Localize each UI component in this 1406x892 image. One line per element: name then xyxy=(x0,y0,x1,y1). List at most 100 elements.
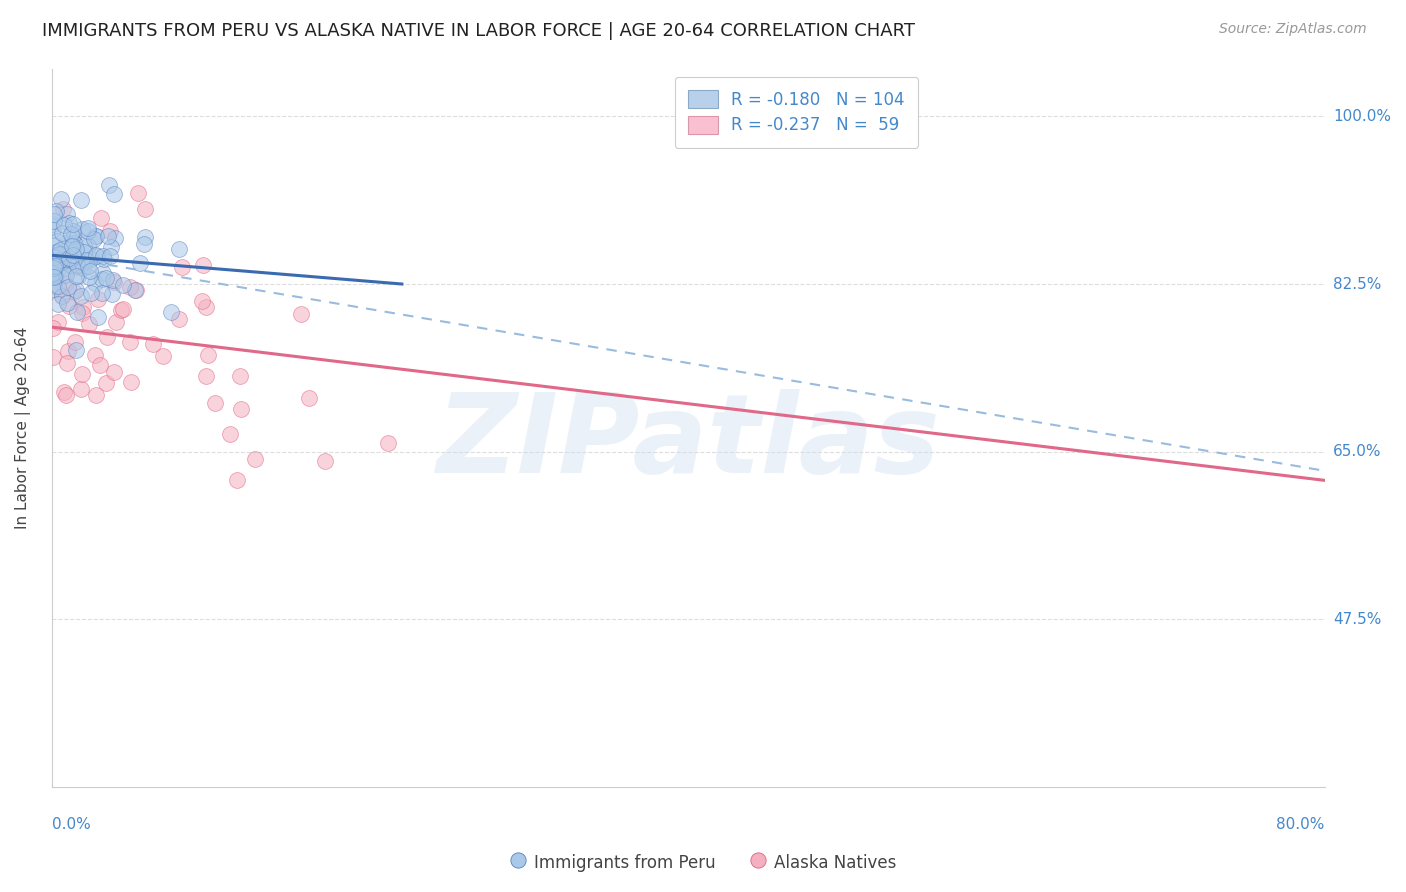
Point xyxy=(77,224,100,238)
Point xyxy=(100,249,122,263)
Point xyxy=(58,280,80,294)
Point xyxy=(90,211,112,225)
Point xyxy=(48,261,70,276)
Point xyxy=(63,237,86,252)
Point xyxy=(86,249,108,263)
Point xyxy=(101,287,124,301)
Point xyxy=(46,296,69,310)
Point xyxy=(84,348,107,362)
Point xyxy=(103,276,125,290)
Point xyxy=(63,335,86,350)
Point xyxy=(134,230,156,244)
Point xyxy=(195,300,218,314)
Legend: R = -0.180   N = 104, R = -0.237   N =  59: R = -0.180 N = 104, R = -0.237 N = 59 xyxy=(675,77,918,147)
Point xyxy=(42,261,65,276)
Point xyxy=(197,348,219,362)
Point xyxy=(66,258,89,272)
Legend: Immigrants from Peru, Alaska Natives: Immigrants from Peru, Alaska Natives xyxy=(503,846,903,880)
Text: 0.0%: 0.0% xyxy=(52,817,90,832)
Point xyxy=(73,244,96,259)
Point xyxy=(62,247,84,261)
Point xyxy=(42,257,65,271)
Point xyxy=(46,279,69,293)
Point xyxy=(51,226,73,240)
Point xyxy=(377,435,399,450)
Point xyxy=(53,218,76,232)
Point xyxy=(243,451,266,466)
Point xyxy=(225,474,247,488)
Point xyxy=(103,231,125,245)
Text: ZIPatlas: ZIPatlas xyxy=(436,389,941,496)
Point xyxy=(51,255,73,269)
Point xyxy=(44,250,66,264)
Point xyxy=(194,368,217,383)
Point xyxy=(93,252,115,267)
Point xyxy=(100,240,122,254)
Point xyxy=(55,268,77,282)
Point xyxy=(59,227,82,241)
Point xyxy=(298,391,321,405)
Point xyxy=(290,307,312,321)
Point xyxy=(65,343,87,358)
Point xyxy=(48,247,70,261)
Point xyxy=(55,235,77,250)
Point xyxy=(94,271,117,285)
Point xyxy=(53,277,76,291)
Point xyxy=(72,300,94,314)
Point xyxy=(170,260,193,274)
Point xyxy=(112,301,135,316)
Point xyxy=(41,259,63,273)
Point xyxy=(56,356,79,370)
Point xyxy=(49,243,72,257)
Point xyxy=(49,247,72,261)
Point xyxy=(191,293,214,308)
Point xyxy=(229,401,252,416)
Point xyxy=(42,223,65,237)
Point xyxy=(160,305,183,319)
Point xyxy=(72,306,94,320)
Point xyxy=(152,349,174,363)
Point xyxy=(65,242,87,256)
Point xyxy=(110,303,132,318)
Point xyxy=(79,264,101,278)
Point xyxy=(51,192,73,206)
Point xyxy=(59,258,82,272)
Point xyxy=(62,285,84,299)
Point xyxy=(89,359,111,373)
Point xyxy=(96,376,118,390)
Point xyxy=(48,253,70,268)
Point xyxy=(44,269,66,284)
Point xyxy=(44,268,66,283)
Point xyxy=(103,187,125,202)
Point xyxy=(53,385,76,400)
Point xyxy=(77,238,100,252)
Point xyxy=(80,285,103,300)
Point xyxy=(83,232,105,246)
Point xyxy=(52,202,75,217)
Point xyxy=(129,256,152,270)
Point xyxy=(86,310,108,324)
Point xyxy=(111,277,134,292)
Point xyxy=(60,239,83,253)
Point xyxy=(42,217,65,231)
Point xyxy=(62,223,84,237)
Point xyxy=(142,337,165,351)
Text: 100.0%: 100.0% xyxy=(1333,109,1391,124)
Point xyxy=(60,252,83,266)
Point xyxy=(104,315,127,329)
Point xyxy=(65,260,87,274)
Point xyxy=(66,305,89,319)
Point xyxy=(41,266,63,280)
Point xyxy=(63,235,86,250)
Point xyxy=(56,207,79,221)
Point xyxy=(42,281,65,295)
Point xyxy=(87,292,110,306)
Point xyxy=(191,258,214,272)
Point xyxy=(103,365,125,379)
Point xyxy=(97,229,120,244)
Point xyxy=(70,194,93,208)
Point xyxy=(118,280,141,294)
Point xyxy=(120,375,142,389)
Point xyxy=(51,262,73,277)
Point xyxy=(77,318,100,332)
